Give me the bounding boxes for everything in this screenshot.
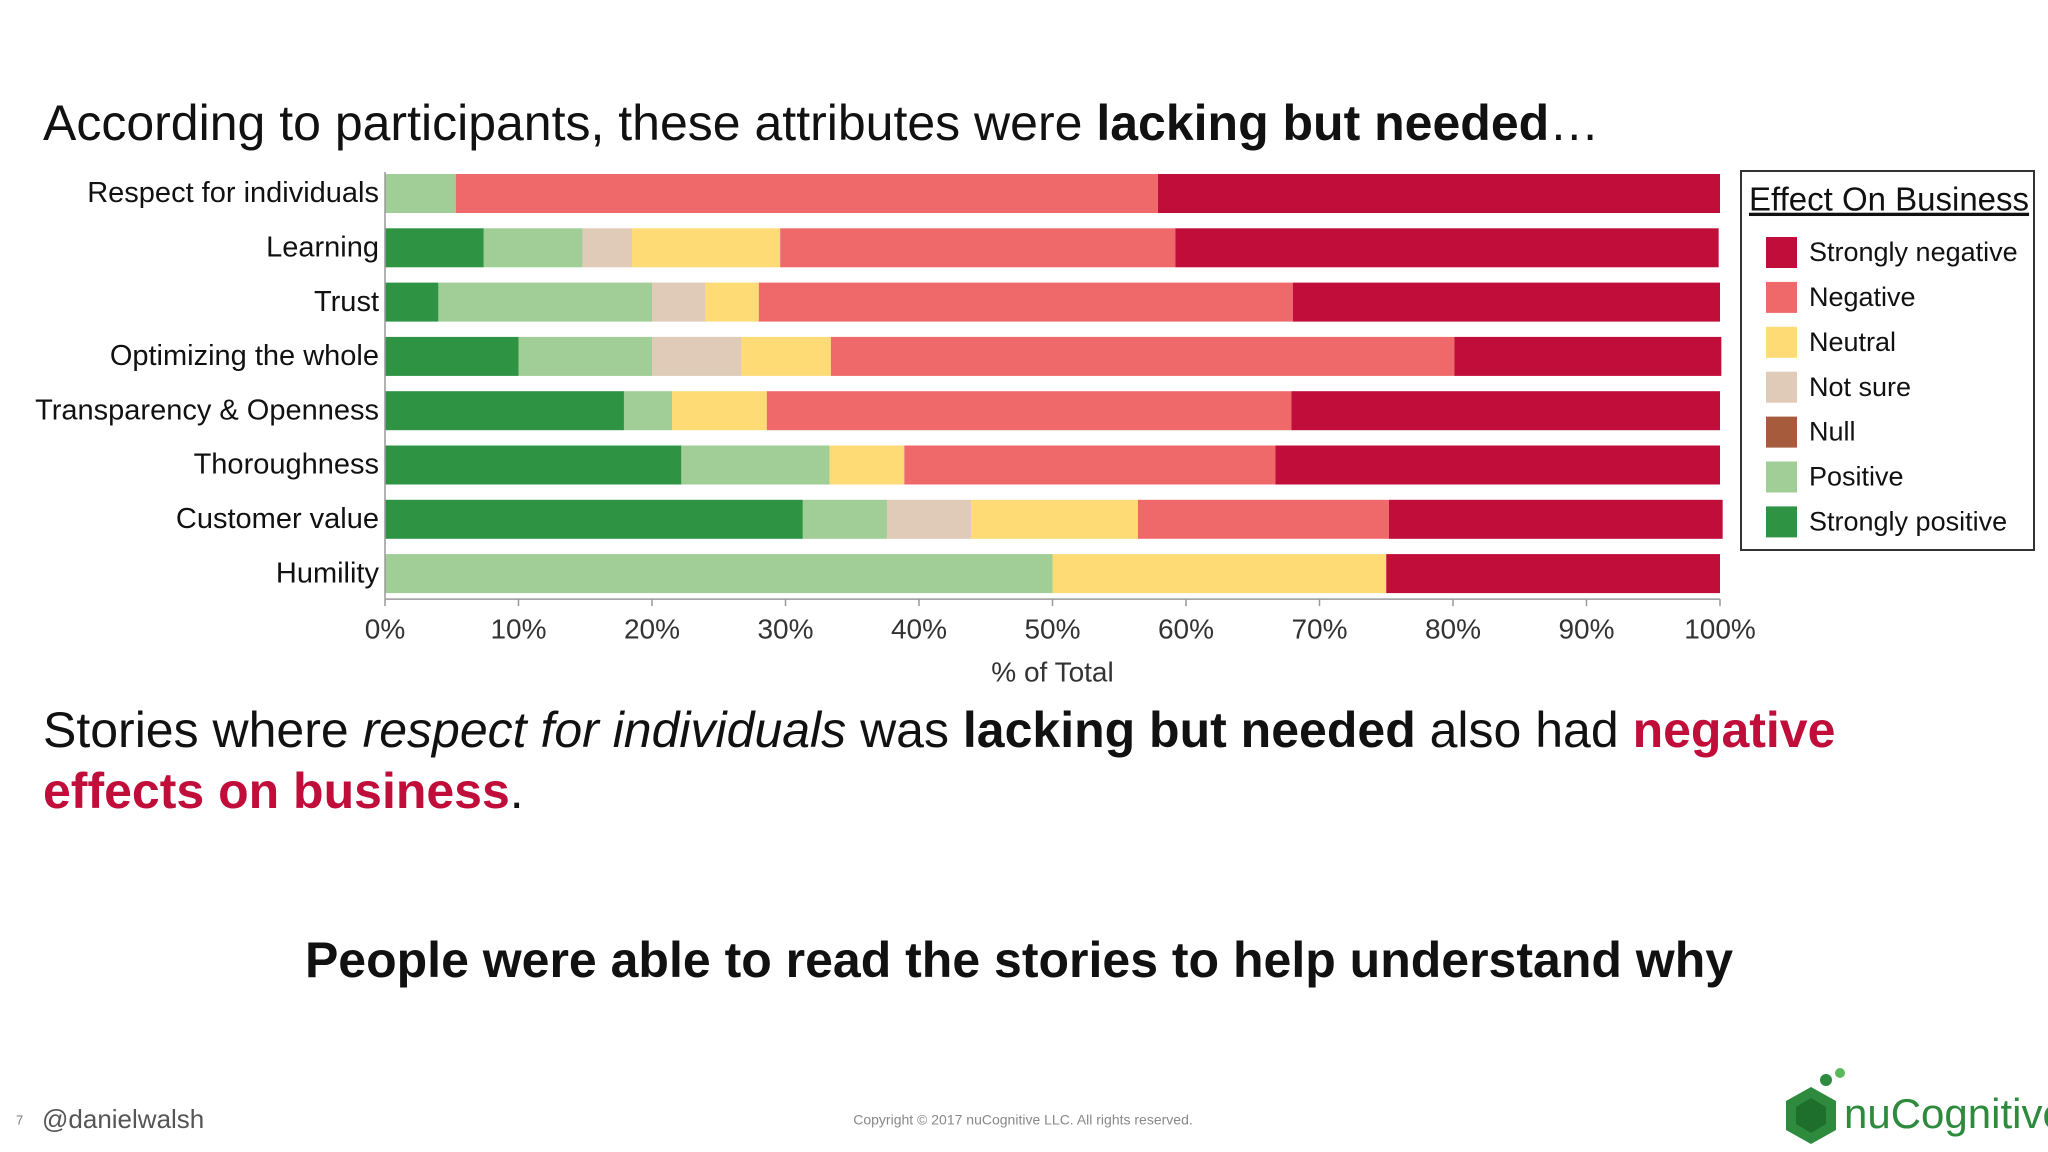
- bar-segment: [1386, 554, 1720, 594]
- legend-label: Null: [1809, 417, 1856, 447]
- finding-line: effects on business.: [43, 763, 524, 819]
- legend-box: [1740, 170, 2035, 551]
- bar-segment: [681, 445, 830, 485]
- bar-segment: [483, 228, 583, 268]
- text-run: negative: [1633, 702, 1836, 758]
- text-run: lacking but needed: [963, 702, 1416, 758]
- bar-segment: [652, 336, 742, 376]
- bar-segment: [455, 174, 1158, 213]
- handle: @danielwalsh: [42, 1104, 204, 1134]
- text-run: effects on business: [43, 763, 510, 819]
- text-run: was: [846, 702, 963, 758]
- text-run: respect for individuals: [363, 702, 847, 758]
- legend-swatch: [1766, 281, 1797, 313]
- bar-segment: [1291, 391, 1720, 431]
- legend-swatch: [1766, 506, 1797, 538]
- category-label: Transparency & Openness: [35, 394, 379, 426]
- bar-segment: [385, 174, 456, 213]
- legend-label: Strongly positive: [1809, 507, 2007, 537]
- bar-segment: [385, 228, 484, 268]
- bar-segment: [438, 282, 652, 322]
- legend-title: Effect On Business: [1749, 181, 2029, 218]
- headline: According to participants, these attribu…: [43, 95, 1599, 151]
- bar-segment: [385, 499, 803, 539]
- finding-line: Stories where respect for individuals wa…: [43, 702, 1835, 758]
- page-number: 7: [16, 1112, 23, 1127]
- bar-segment: [886, 499, 972, 539]
- bar-segment: [672, 391, 767, 431]
- legend-label: Neutral: [1809, 327, 1896, 357]
- x-tick-label: 10%: [490, 613, 546, 644]
- bar-segment: [385, 282, 439, 322]
- x-tick-label: 0%: [365, 613, 405, 644]
- x-tick-label: 80%: [1425, 613, 1481, 644]
- bar-segment: [758, 282, 1293, 322]
- x-axis-title: % of Total: [991, 656, 1113, 687]
- bar-segment: [780, 228, 1176, 268]
- bar-segment: [741, 336, 831, 376]
- bar-segment: [904, 445, 1276, 485]
- x-tick-label: 60%: [1158, 613, 1214, 644]
- bar-segment: [631, 228, 781, 268]
- bar-segment: [830, 336, 1455, 376]
- x-tick-label: 20%: [624, 613, 680, 644]
- bar-segment: [385, 554, 1053, 594]
- legend-swatch: [1766, 416, 1797, 448]
- logo-icon: [1786, 1068, 1845, 1144]
- x-tick-label: 100%: [1684, 613, 1756, 644]
- category-label: Respect for individuals: [87, 177, 379, 209]
- category-label: Thoroughness: [194, 449, 379, 481]
- bar-segment: [385, 391, 624, 431]
- text-run: …: [1549, 95, 1599, 151]
- legend-label: Not sure: [1809, 372, 1911, 402]
- legend-label: Positive: [1809, 462, 1904, 492]
- category-label: Customer value: [176, 503, 379, 535]
- text-run: According to participants, these attribu…: [43, 95, 1096, 151]
- bar-segment: [1052, 554, 1387, 594]
- x-tick-label: 40%: [891, 613, 947, 644]
- bar-segment: [1275, 445, 1720, 485]
- bar-segment: [652, 282, 706, 322]
- copyright: Copyright © 2017 nuCognitive LLC. All ri…: [853, 1112, 1193, 1128]
- text-run: also had: [1416, 702, 1633, 758]
- bar-segment: [766, 391, 1292, 431]
- category-label: Trust: [314, 286, 379, 318]
- legend-label: Negative: [1809, 282, 1916, 312]
- legend-swatch: [1766, 326, 1797, 358]
- bar-segment: [518, 336, 652, 376]
- legend-swatch: [1766, 237, 1797, 268]
- category-label: Learning: [266, 231, 379, 263]
- logo-text: nuCognitive: [1844, 1090, 2048, 1137]
- bar-segment: [1388, 499, 1723, 539]
- x-tick-label: 70%: [1291, 613, 1347, 644]
- x-tick-label: 30%: [757, 613, 813, 644]
- bar-segment: [1292, 282, 1720, 322]
- legend-label: Strongly negative: [1809, 237, 2018, 267]
- bar-segment: [829, 445, 905, 485]
- bar-segment: [1454, 336, 1722, 376]
- bar-segment: [971, 499, 1138, 539]
- category-label: Humility: [276, 557, 380, 589]
- x-tick-label: 90%: [1558, 613, 1614, 644]
- category-label: Optimizing the whole: [110, 340, 379, 372]
- bar-segment: [623, 391, 673, 431]
- bar-segment: [385, 445, 682, 485]
- legend-swatch: [1766, 371, 1797, 403]
- bar-segment: [1137, 499, 1389, 539]
- text-run: lacking but needed: [1096, 95, 1549, 151]
- text-run: .: [510, 763, 524, 819]
- bar-segment: [582, 228, 632, 268]
- text-run: Stories where: [43, 702, 363, 758]
- bar-segment: [705, 282, 759, 322]
- legend-swatch: [1766, 461, 1797, 493]
- bar-segment: [1157, 174, 1720, 213]
- bar-segment: [802, 499, 887, 539]
- bar-segment: [385, 336, 519, 376]
- bar-segment: [1175, 228, 1719, 268]
- closing: People were able to read the stories to …: [305, 932, 1733, 988]
- x-tick-label: 50%: [1024, 613, 1080, 644]
